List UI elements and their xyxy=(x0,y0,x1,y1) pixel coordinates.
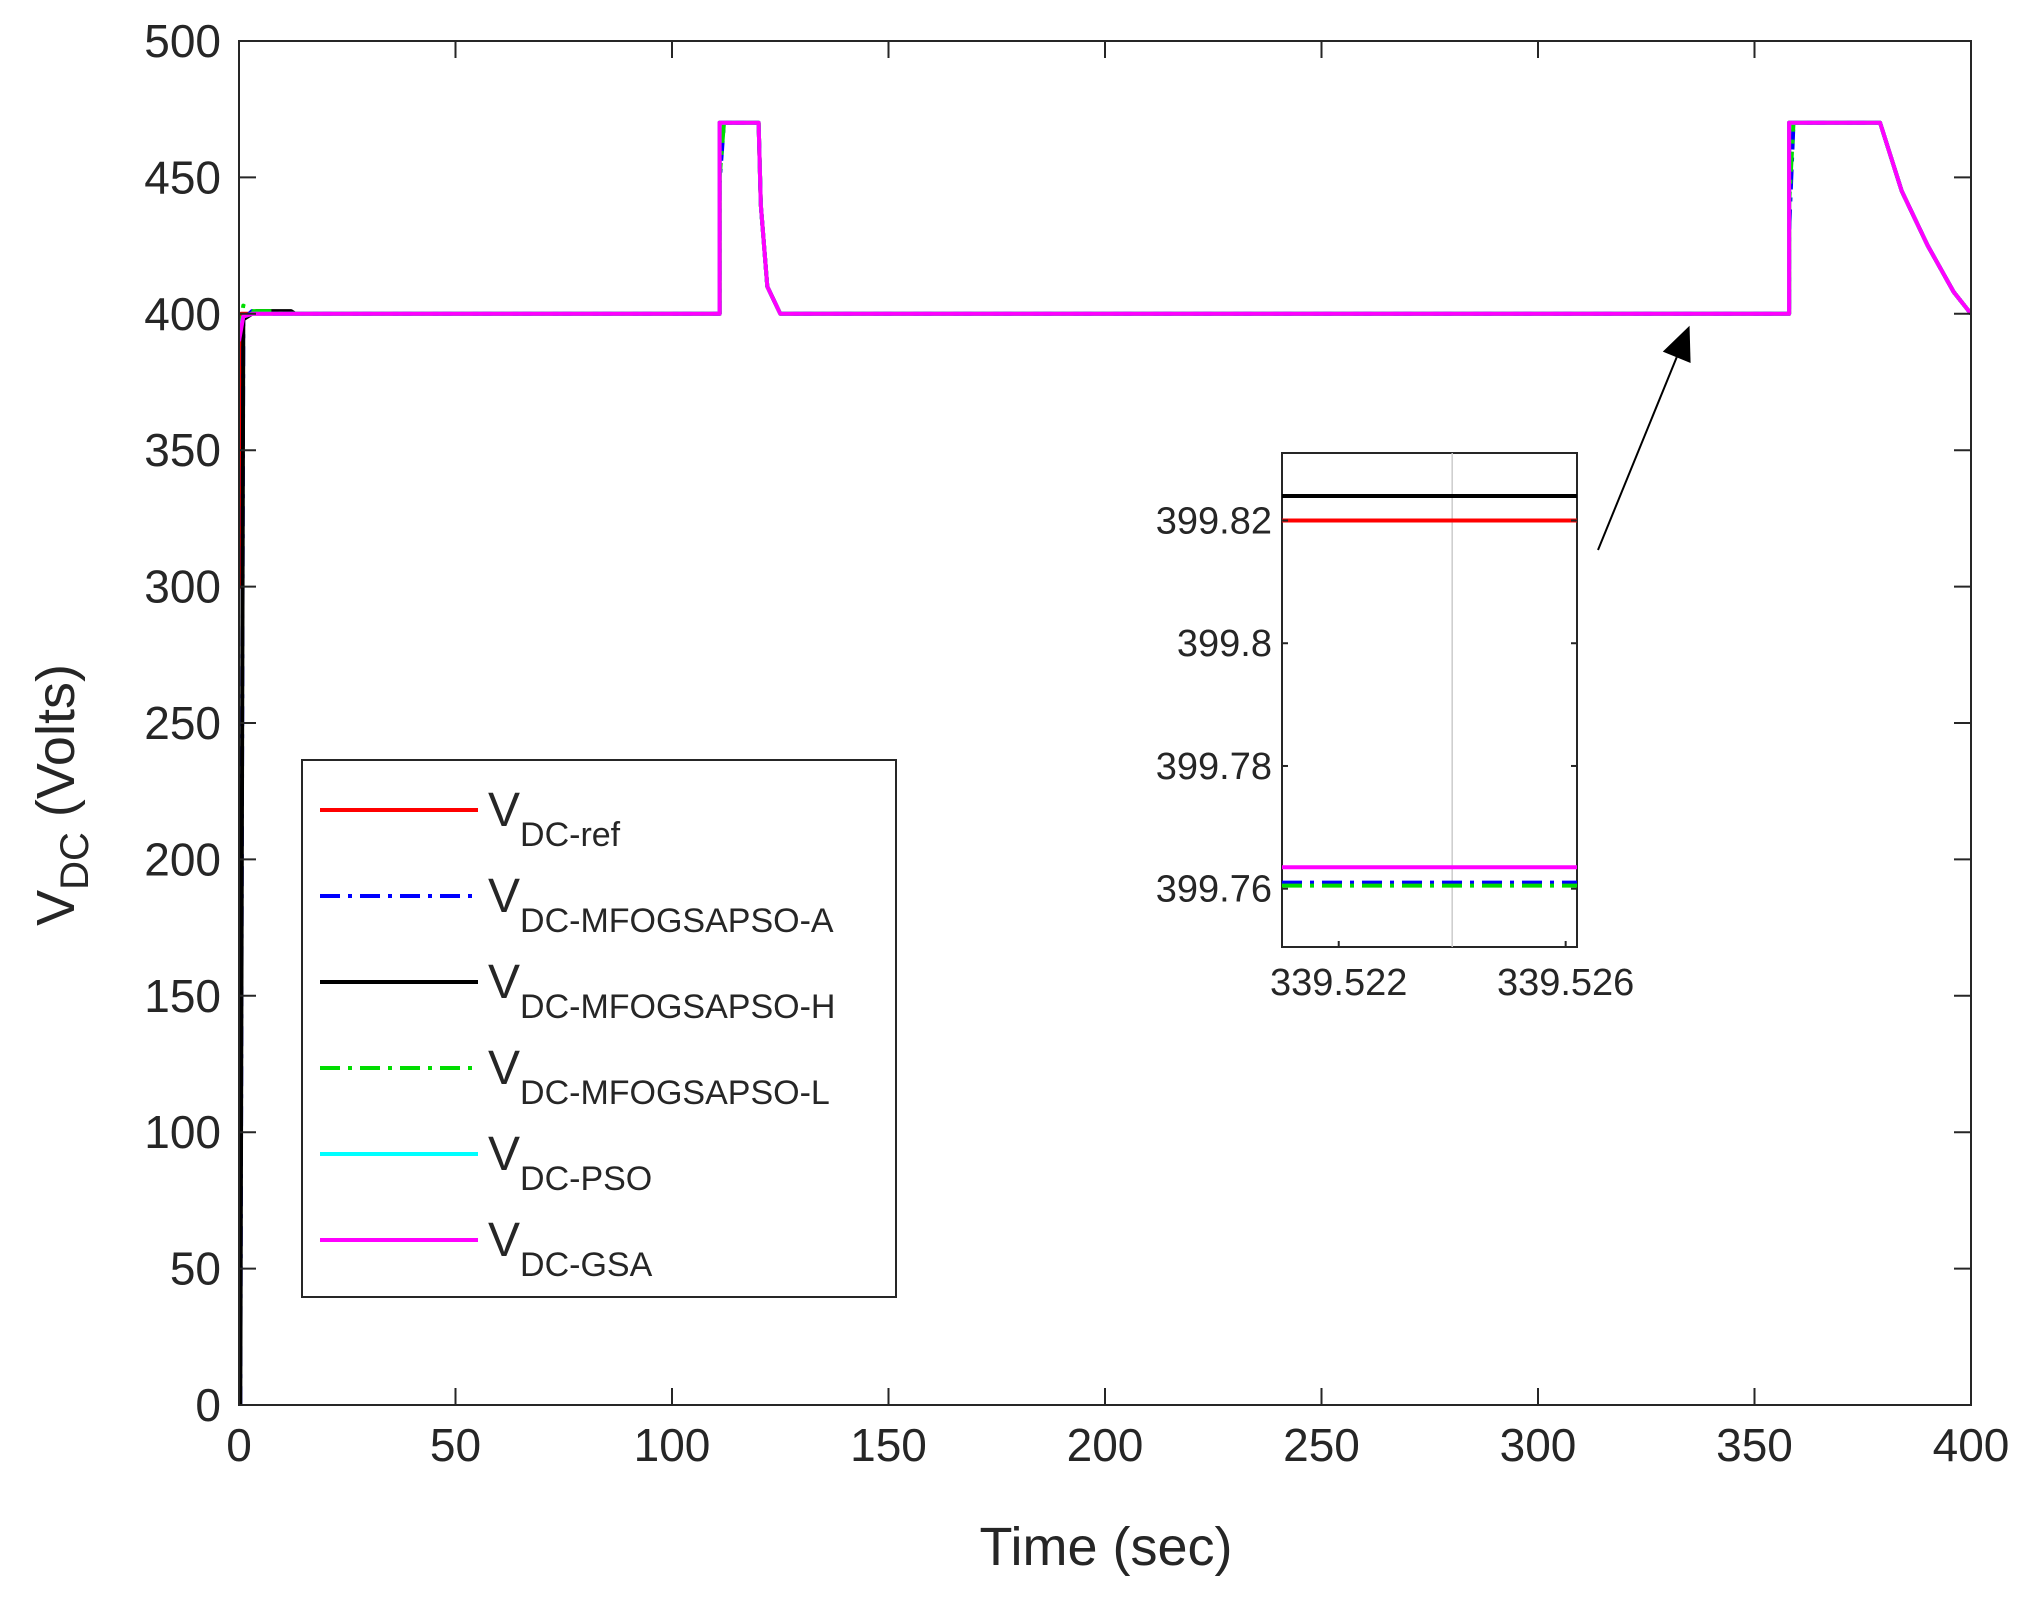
y-tick-label: 50 xyxy=(170,1243,221,1295)
inset-x-tick-label: 339.526 xyxy=(1497,962,1634,1004)
y-axis-title-unit: (Volts) xyxy=(26,664,86,832)
x-tick-label: 50 xyxy=(430,1419,481,1471)
inset-y-tick-label: 399.82 xyxy=(1156,501,1272,543)
legend-label-dc-mfogsapso-a: VDC-MFOGSAPSO-A xyxy=(488,870,834,940)
legend-label-main: V xyxy=(488,956,520,1009)
legend-label-sub: DC-MFOGSAPSO-H xyxy=(520,988,835,1026)
x-tick-label: 100 xyxy=(634,1419,711,1471)
legend-label-dc-mfogsapso-l: VDC-MFOGSAPSO-L xyxy=(488,1042,830,1112)
y-tick-label: 300 xyxy=(144,561,221,613)
inset-x-tick-label: 339.522 xyxy=(1270,962,1407,1004)
y-tick-label: 500 xyxy=(144,15,221,67)
arrow-head xyxy=(1662,325,1691,363)
legend-label-dc-gsa: VDC-GSA xyxy=(488,1214,653,1284)
legend-label-sub: DC-GSA xyxy=(520,1246,653,1284)
inset-frame xyxy=(1281,452,1578,948)
y-axis-title-sub: DC xyxy=(53,832,97,890)
x-tick-label: 350 xyxy=(1716,1419,1793,1471)
x-tick-label: 150 xyxy=(850,1419,927,1471)
inset-y-tick-label: 399.76 xyxy=(1156,869,1272,911)
legend-label-dc-pso: VDC-PSO xyxy=(488,1128,652,1198)
legend-label-sub: DC-MFOGSAPSO-L xyxy=(520,1074,830,1112)
zoom-arrow xyxy=(1597,325,1691,551)
legend-label-main: V xyxy=(488,1128,520,1181)
y-axis-title: VDC (Volts) xyxy=(26,664,97,926)
x-axis-title: Time (sec) xyxy=(980,1517,1233,1577)
x-tick-label: 400 xyxy=(1933,1419,2010,1471)
legend-label-main: V xyxy=(488,784,520,837)
y-tick-label: 0 xyxy=(195,1379,221,1431)
y-tick-label: 350 xyxy=(144,424,221,476)
legend: VDC-refVDC-MFOGSAPSO-AVDC-MFOGSAPSO-HVDC… xyxy=(301,759,897,1298)
x-tick-label: 0 xyxy=(226,1419,252,1471)
x-tick-label: 250 xyxy=(1283,1419,1360,1471)
x-tick-label: 200 xyxy=(1067,1419,1144,1471)
y-tick-label: 150 xyxy=(144,970,221,1022)
arrow-shaft xyxy=(1597,356,1678,551)
legend-label-main: V xyxy=(488,870,520,923)
legend-label-sub: DC-PSO xyxy=(520,1160,652,1198)
series-lines xyxy=(239,120,1971,1405)
legend-label-sub: DC-ref xyxy=(520,816,621,854)
x-tick-label: 300 xyxy=(1500,1419,1577,1471)
legend-label-dc-mfogsapso-h: VDC-MFOGSAPSO-H xyxy=(488,956,835,1026)
series-line-dc-gsa xyxy=(239,120,1971,342)
y-axis-title-main: V xyxy=(26,890,86,926)
main-ticks: 0 50 100 150 200 250 300 350 400 0 50 100 150 200 250 3… xyxy=(144,15,2009,1471)
inset-y-tick-label: 399.8 xyxy=(1177,623,1272,665)
y-tick-label: 200 xyxy=(144,833,221,885)
legend-label-main: V xyxy=(488,1042,520,1095)
legend-label-sub: DC-MFOGSAPSO-A xyxy=(520,902,834,940)
y-tick-label: 400 xyxy=(144,288,221,340)
legend-box xyxy=(301,759,897,1298)
inset-y-tick-label: 399.78 xyxy=(1156,746,1272,788)
y-tick-label: 450 xyxy=(144,151,221,203)
zoom-inset: 399.76 399.78 399.8 399.82 339.522 339.526 xyxy=(1156,452,1634,1004)
y-tick-label: 100 xyxy=(144,1106,221,1158)
legend-label-main: V xyxy=(488,1214,520,1267)
y-tick-label: 250 xyxy=(144,697,221,749)
legend-label-dc-ref: VDC-ref xyxy=(488,784,621,854)
